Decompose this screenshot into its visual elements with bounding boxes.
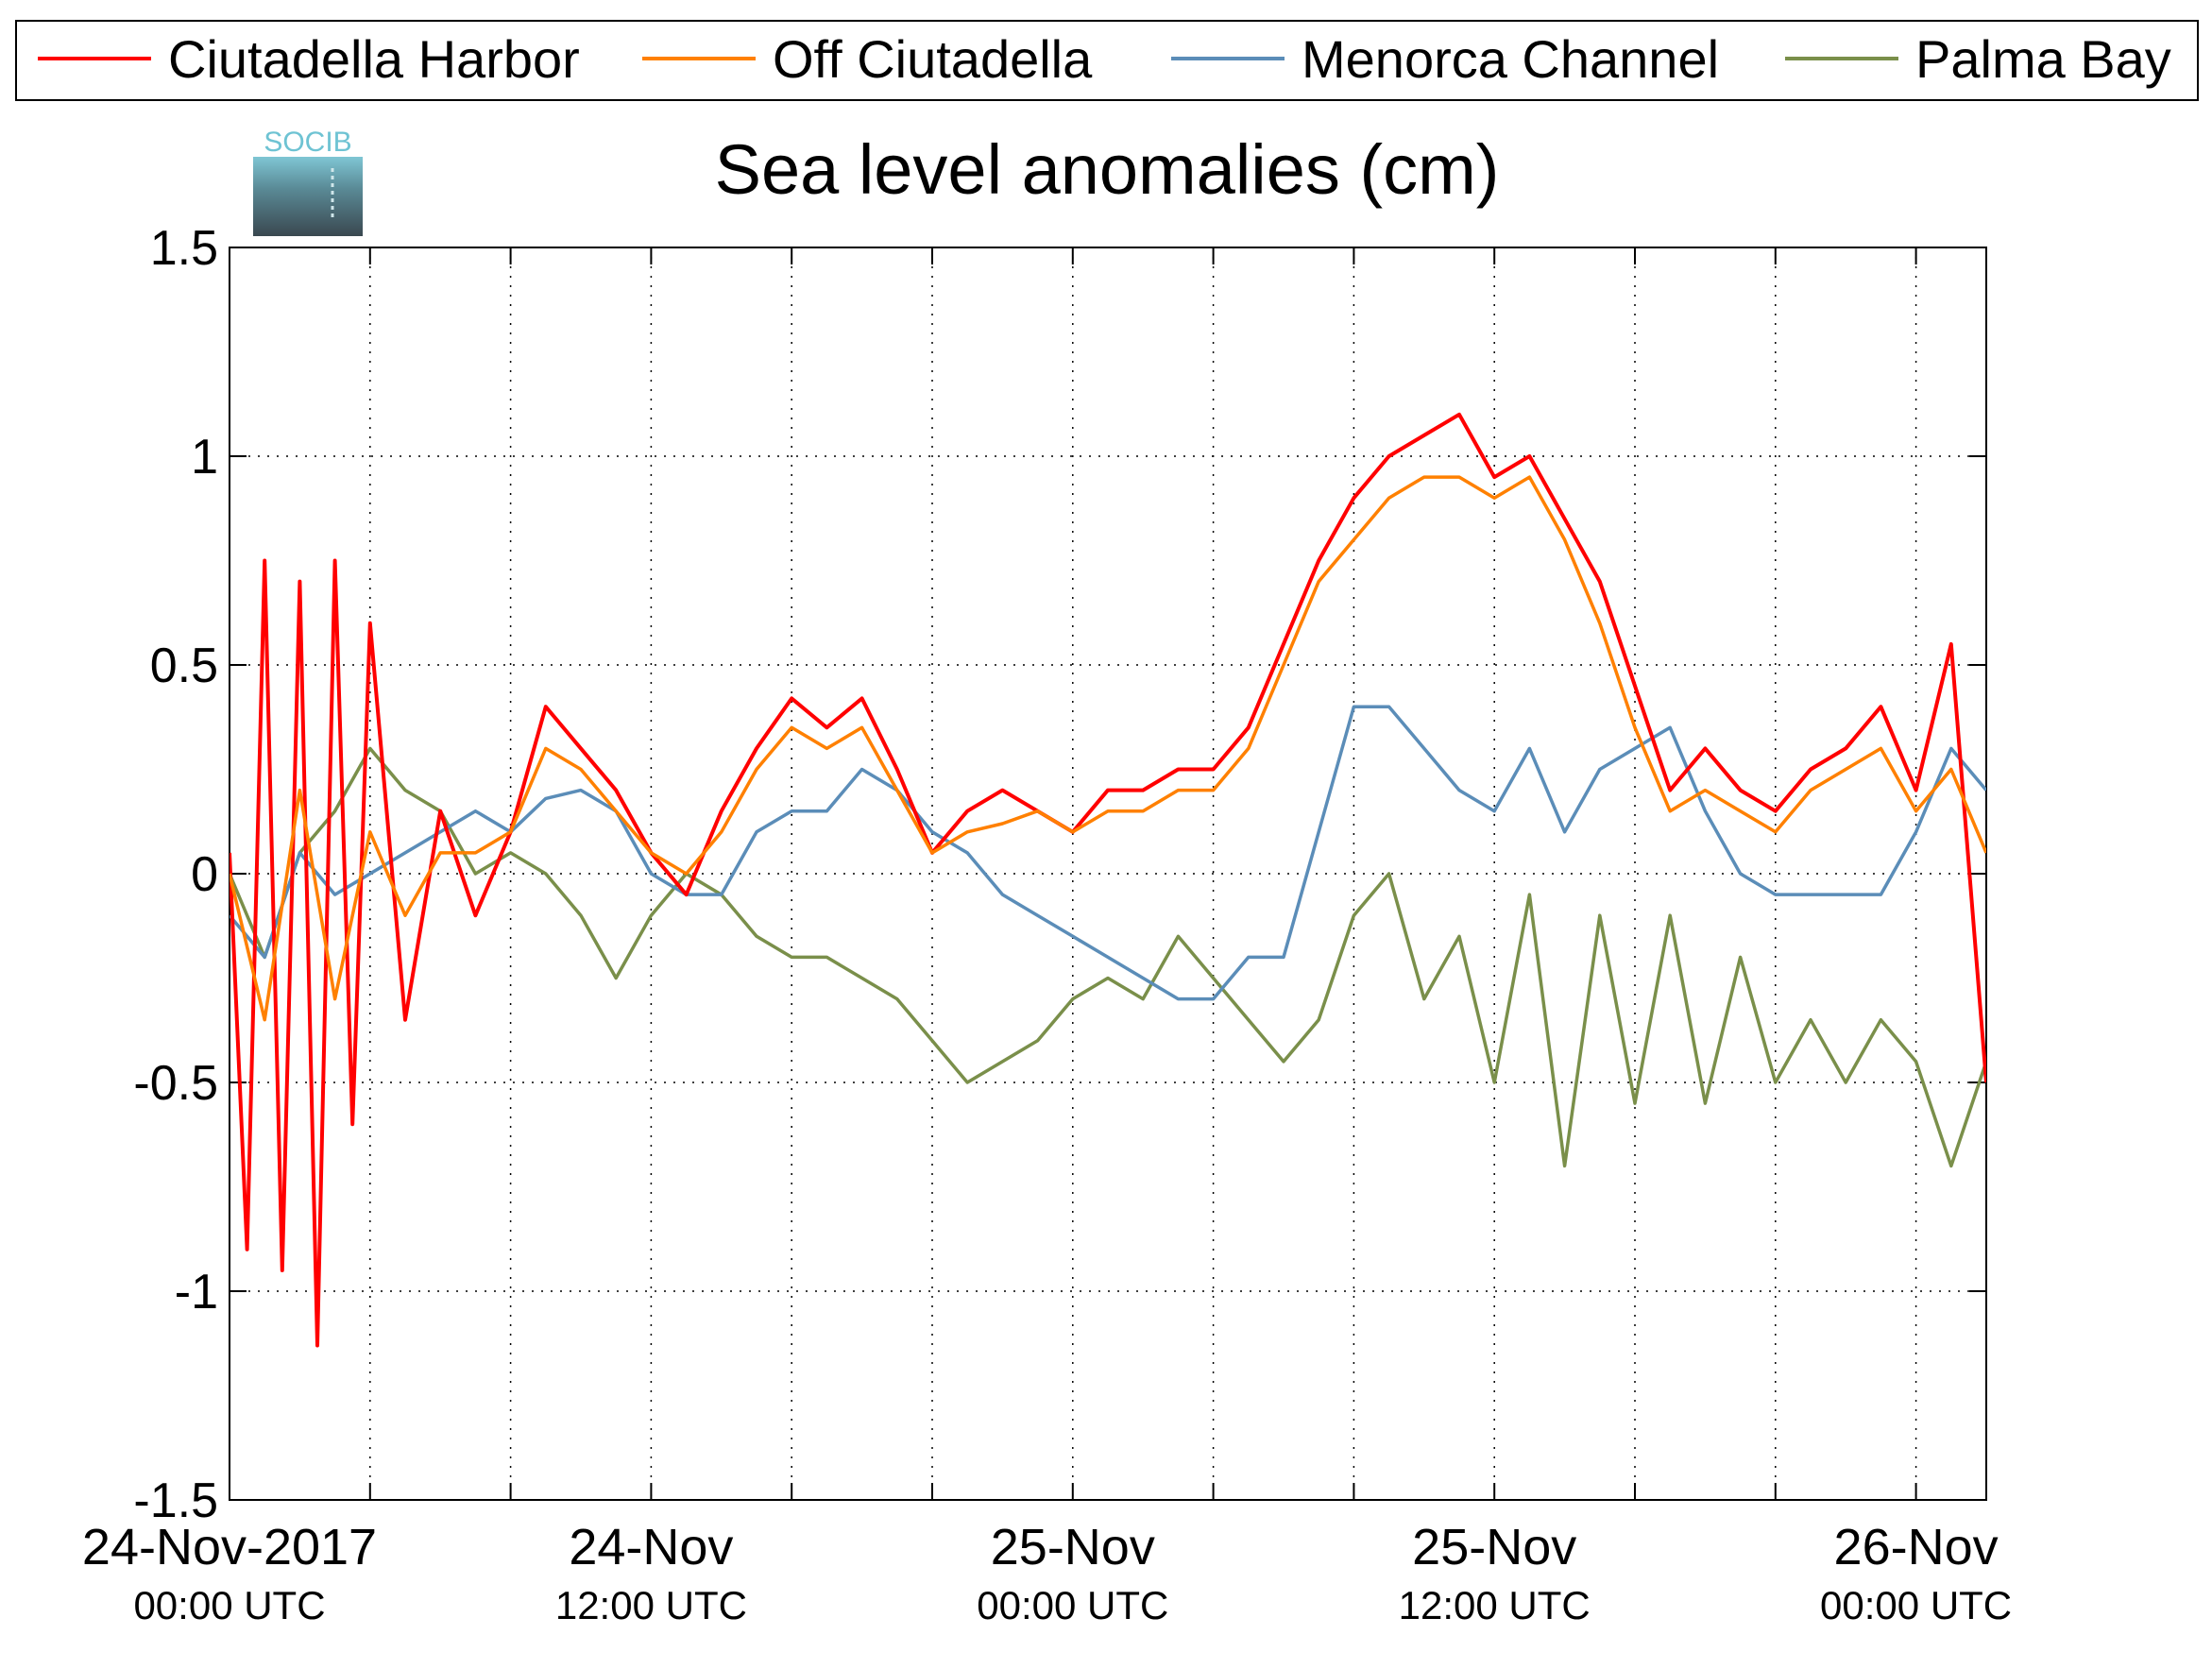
legend: Ciutadella Harbor Off Ciutadella Menorca C… — [15, 20, 2199, 101]
x-tick-label-date: 25-Nov — [991, 1519, 1155, 1575]
y-tick-label: 1 — [191, 430, 218, 485]
series-line-off-ciutadella — [230, 475, 1986, 1022]
y-tick-label: -1 — [175, 1265, 218, 1320]
y-tick-label: -1.5 — [133, 1473, 218, 1528]
x-tick-label-time: 12:00 UTC — [555, 1583, 747, 1627]
y-tick-label: 1.5 — [150, 221, 218, 276]
x-tick-label-date: 25-Nov — [1412, 1519, 1576, 1575]
socib-logo: SOCIB — [253, 127, 363, 236]
x-tick-label-date: 24-Nov-2017 — [82, 1519, 377, 1575]
plot-area: 1.5 1 0.5 0 -0.5 -1 -1.524-Nov-2017 00:00 UTC 24… — [82, 221, 2012, 1627]
x-tick-label-date: 24-Nov — [569, 1519, 733, 1575]
y-tick-label: -0.5 — [133, 1056, 218, 1111]
y-tick-label: 0 — [191, 847, 218, 902]
chart-title: Sea level anomalies (cm) — [715, 130, 1500, 209]
x-tick-label-time: 12:00 UTC — [1399, 1583, 1591, 1627]
x-tick-label-time: 00:00 UTC — [1820, 1583, 2012, 1627]
legend-entry-label: Menorca Channel — [1302, 29, 1719, 89]
logo-wave-block — [253, 157, 363, 236]
legend-entry-label: Off Ciutadella — [773, 29, 1093, 89]
legend-entry-label: Ciutadella Harbor — [168, 29, 580, 89]
y-tick-label: 0.5 — [150, 639, 218, 693]
series-line-palma-bay — [230, 746, 1986, 1168]
x-tick-label-time: 00:00 UTC — [977, 1583, 1168, 1627]
logo-text: SOCIB — [264, 127, 351, 158]
series-line-menorca-channel — [230, 705, 1986, 1001]
x-tick-label-date: 26-Nov — [1834, 1519, 1999, 1575]
legend-entry-label: Palma Bay — [1915, 29, 2171, 89]
x-tick-label-time: 00:00 UTC — [133, 1583, 325, 1627]
